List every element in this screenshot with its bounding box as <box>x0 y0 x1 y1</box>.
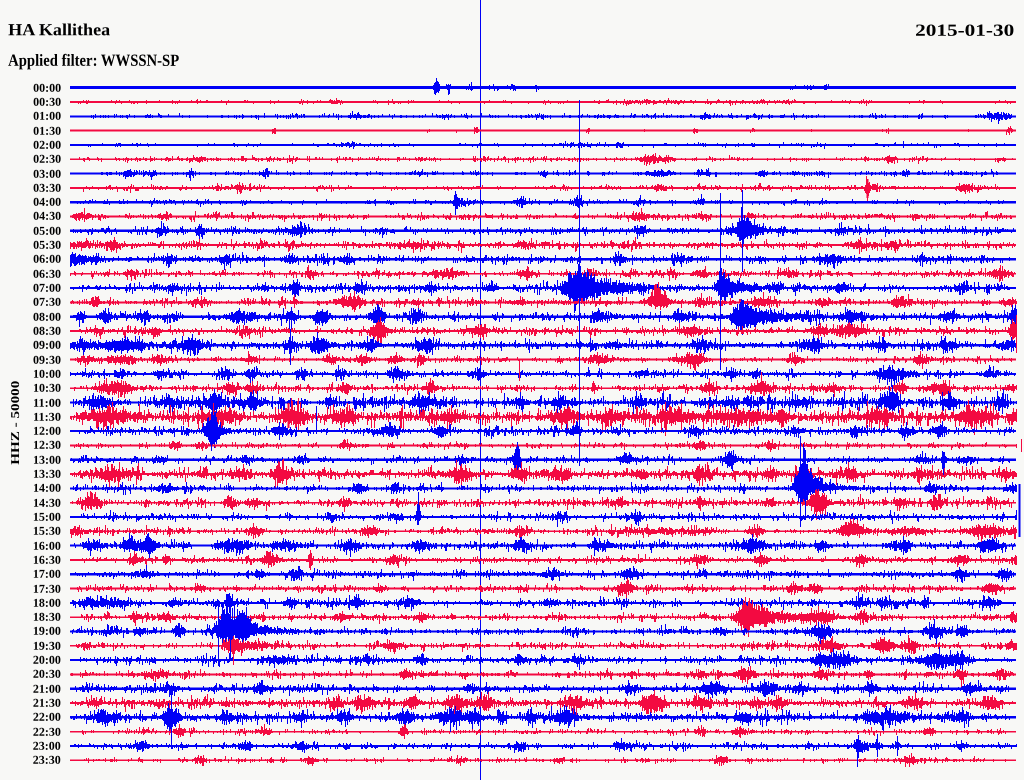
svg-text:14:00: 14:00 <box>33 481 61 495</box>
svg-text:11:00: 11:00 <box>33 396 61 410</box>
svg-text:12:00: 12:00 <box>33 424 61 438</box>
svg-text:15:00: 15:00 <box>33 510 61 524</box>
svg-text:HHZ - 50000: HHZ - 50000 <box>8 381 22 465</box>
svg-text:09:30: 09:30 <box>33 353 61 367</box>
svg-text:10:00: 10:00 <box>33 367 61 381</box>
svg-text:13:00: 13:00 <box>33 453 61 467</box>
svg-text:17:30: 17:30 <box>33 582 61 596</box>
svg-text:20:30: 20:30 <box>33 667 61 681</box>
svg-text:22:00: 22:00 <box>33 710 61 724</box>
svg-text:06:00: 06:00 <box>33 252 61 266</box>
svg-text:21:30: 21:30 <box>33 696 61 710</box>
svg-text:23:30: 23:30 <box>33 753 61 767</box>
svg-text:13:30: 13:30 <box>33 467 61 481</box>
svg-text:05:30: 05:30 <box>33 238 61 252</box>
svg-text:01:30: 01:30 <box>33 124 61 138</box>
svg-text:04:30: 04:30 <box>33 209 61 223</box>
svg-text:10:30: 10:30 <box>33 381 61 395</box>
svg-text:09:00: 09:00 <box>33 338 61 352</box>
svg-text:14:30: 14:30 <box>33 496 61 510</box>
svg-text:07:30: 07:30 <box>33 295 61 309</box>
svg-text:03:30: 03:30 <box>33 181 61 195</box>
svg-text:06:30: 06:30 <box>33 267 61 281</box>
svg-text:16:30: 16:30 <box>33 553 61 567</box>
svg-text:Applied filter: WWSSN-SP: Applied filter: WWSSN-SP <box>8 51 179 70</box>
svg-text:00:30: 00:30 <box>33 95 61 109</box>
svg-text:03:00: 03:00 <box>33 167 61 181</box>
svg-text:18:30: 18:30 <box>33 610 61 624</box>
svg-text:22:30: 22:30 <box>33 725 61 739</box>
svg-text:08:00: 08:00 <box>33 310 61 324</box>
svg-text:16:00: 16:00 <box>33 539 61 553</box>
svg-text:01:00: 01:00 <box>33 109 61 123</box>
svg-text:18:00: 18:00 <box>33 596 61 610</box>
svg-text:19:00: 19:00 <box>33 624 61 638</box>
svg-text:2015-01-30: 2015-01-30 <box>915 21 1014 40</box>
svg-text:11:30: 11:30 <box>33 410 61 424</box>
svg-text:15:30: 15:30 <box>33 524 61 538</box>
svg-text:23:00: 23:00 <box>33 739 61 753</box>
svg-text:17:00: 17:00 <box>33 567 61 581</box>
svg-text:04:00: 04:00 <box>33 195 61 209</box>
svg-text:19:30: 19:30 <box>33 639 61 653</box>
svg-text:00:00: 00:00 <box>33 81 61 95</box>
svg-text:21:00: 21:00 <box>33 682 61 696</box>
svg-text:02:00: 02:00 <box>33 138 61 152</box>
svg-text:HA Kallithea: HA Kallithea <box>8 20 111 39</box>
svg-text:20:00: 20:00 <box>33 653 61 667</box>
svg-text:05:00: 05:00 <box>33 224 61 238</box>
svg-text:12:30: 12:30 <box>33 438 61 452</box>
svg-text:07:00: 07:00 <box>33 281 61 295</box>
svg-text:02:30: 02:30 <box>33 152 61 166</box>
svg-text:08:30: 08:30 <box>33 324 61 338</box>
